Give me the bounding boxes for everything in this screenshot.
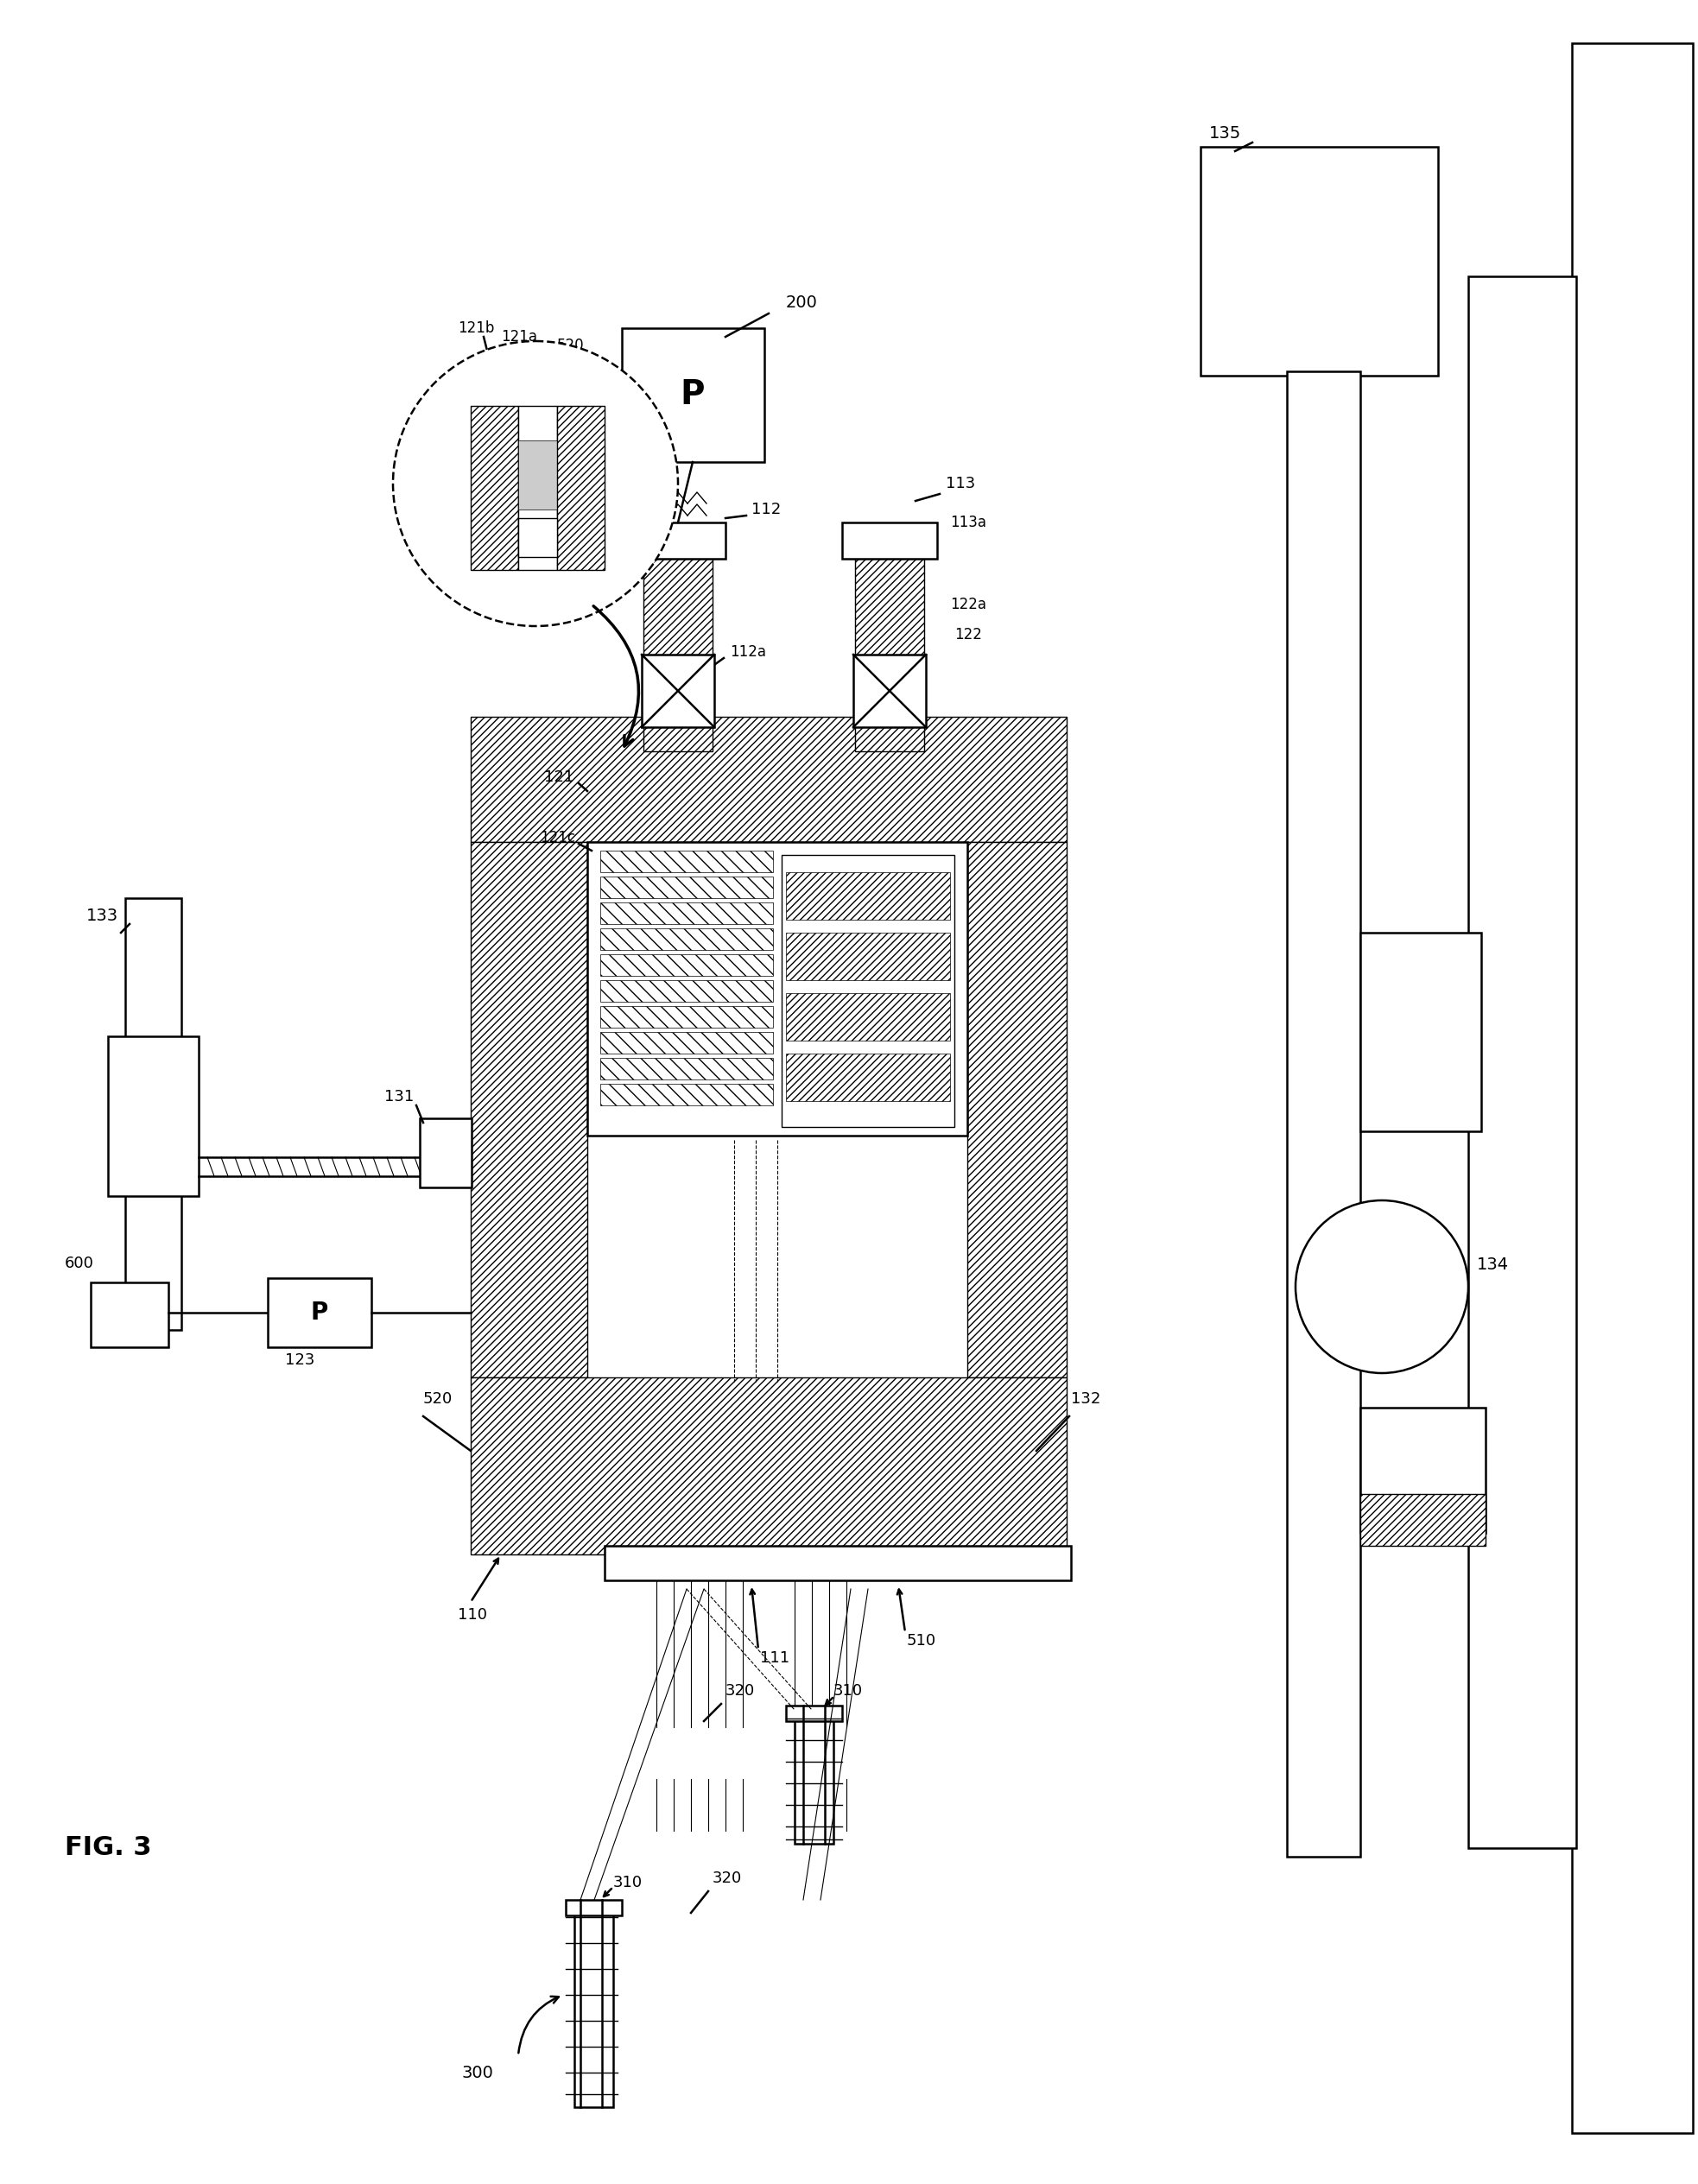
Bar [90,1282,168,1348]
Bar [621,328,764,463]
Text: FIG. 3: FIG. 3 [65,1835,151,1861]
Bar [968,843,1066,1378]
Text: 132: 132 [1071,1391,1100,1406]
Bar [786,1706,842,1721]
Text: 113a: 113a [951,515,987,531]
Bar [419,1118,472,1188]
Bar [601,928,773,950]
Bar [795,1710,834,1843]
Bar [601,902,773,924]
Bar [601,1057,773,1079]
Text: 121a: 121a [501,330,537,345]
Text: 520: 520 [557,339,584,354]
Bar [470,716,1066,843]
Bar [470,843,588,1378]
Text: 111: 111 [761,1651,790,1666]
Bar [601,954,773,976]
Bar [630,522,725,559]
Bar [518,406,557,570]
Bar [601,1033,773,1053]
Text: 320: 320 [725,1684,756,1699]
Text: 320: 320 [713,1870,742,1887]
Text: 300: 300 [462,2064,494,2081]
Text: 200: 200 [786,295,818,310]
Text: 121b: 121b [458,321,494,336]
Text: 310: 310 [613,1874,642,1891]
Bar [601,850,773,871]
Bar [842,522,937,559]
Bar [601,1007,773,1029]
Text: 134: 134 [1477,1258,1510,1273]
Bar [470,406,518,570]
Bar [574,1904,613,2108]
Bar [854,655,925,727]
Bar [565,1900,621,1915]
Text: 600: 600 [65,1256,93,1271]
Text: 122a: 122a [951,596,987,612]
Circle shape [392,341,678,627]
Text: 121c: 121c [540,830,576,845]
Bar [1200,146,1438,376]
Bar [518,518,557,557]
Text: 510: 510 [907,1634,936,1649]
Bar [601,876,773,898]
Text: 122: 122 [954,627,981,642]
Bar [644,553,713,751]
Bar [642,655,715,727]
FancyArrowPatch shape [594,605,638,747]
Text: 131: 131 [384,1090,414,1105]
Text: 520: 520 [423,1391,453,1406]
Bar [1360,933,1481,1131]
FancyArrowPatch shape [518,1996,559,2053]
Bar [604,1546,1071,1581]
Text: 110: 110 [458,1607,487,1623]
Text: 112: 112 [752,502,781,518]
Bar [786,994,951,1040]
Bar [109,1035,199,1197]
Bar [786,871,951,919]
Bar [856,553,924,751]
Bar [126,898,182,1330]
Bar [268,1278,372,1348]
Bar [518,441,557,509]
Bar [1572,44,1693,2134]
Text: 113: 113 [946,476,975,491]
Text: P: P [681,378,705,411]
Text: 310: 310 [834,1684,863,1699]
Bar [786,933,951,981]
Bar [1360,1409,1486,1533]
Text: 121: 121 [543,769,574,784]
Bar [1469,277,1576,1848]
Bar [601,981,773,1002]
Text: P: P [311,1299,328,1326]
Bar [786,1053,951,1101]
Bar [588,843,968,1136]
Bar [601,1083,773,1105]
Circle shape [1296,1201,1469,1374]
Bar [1360,1494,1486,1546]
Bar [781,854,954,1127]
Text: 123: 123 [285,1352,314,1367]
Text: 135: 135 [1209,127,1241,142]
Bar [557,406,604,570]
Bar [470,1378,1066,1555]
Text: 133: 133 [87,906,119,924]
Bar [1287,371,1360,1856]
Text: 112a: 112a [730,644,766,660]
